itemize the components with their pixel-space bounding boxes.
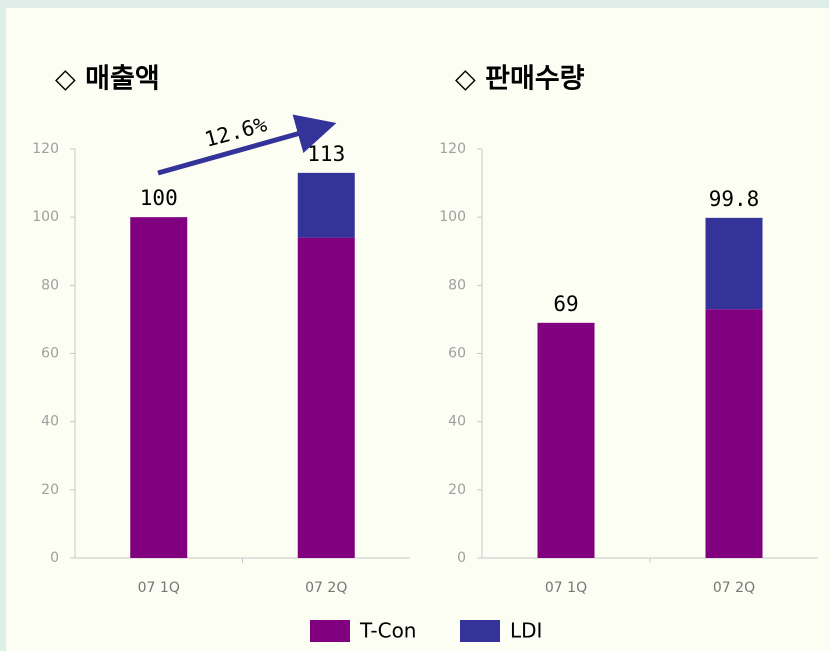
x-tick-label: 07 2Q: [305, 580, 347, 596]
y-tick-label: 120: [32, 141, 59, 157]
y-tick-label: 20: [448, 482, 466, 498]
y-tick-label: 40: [41, 414, 59, 430]
y-tick-label: 60: [448, 346, 466, 362]
y-tick-label: 0: [50, 550, 59, 566]
bar-segment: [130, 217, 187, 558]
legend-swatch: [310, 620, 350, 642]
y-tick-label: 0: [457, 550, 466, 566]
legend-swatch: [460, 620, 500, 642]
y-tick-label: 100: [439, 209, 466, 225]
y-tick-label: 20: [41, 482, 59, 498]
legend-label: T-Con: [359, 619, 416, 643]
bar-segment: [298, 238, 355, 558]
chart-title: ◇ 매출액: [55, 64, 160, 95]
total-label: 99.8: [709, 187, 760, 211]
total-label: 100: [140, 186, 178, 210]
x-tick-label: 07 1Q: [545, 580, 587, 596]
legend-label: LDI: [510, 619, 542, 643]
y-tick-label: 80: [448, 277, 466, 293]
total-label: 69: [553, 292, 578, 316]
y-tick-label: 120: [439, 141, 466, 157]
chart-title: ◇ 판매수량: [455, 64, 585, 95]
bar-segment: [298, 173, 355, 238]
x-tick-label: 07 2Q: [713, 580, 755, 596]
x-tick-label: 07 1Q: [138, 580, 180, 596]
bar-segment: [706, 309, 763, 558]
total-label: 113: [307, 142, 345, 166]
page: ◇ 매출액02040608010012007 1Q10007 2Q11312.6…: [0, 0, 829, 651]
y-tick-label: 80: [41, 277, 59, 293]
bar-segment: [538, 323, 595, 558]
bar-segment: [706, 218, 763, 309]
y-tick-label: 100: [32, 209, 59, 225]
y-tick-label: 40: [448, 414, 466, 430]
y-tick-label: 60: [41, 346, 59, 362]
